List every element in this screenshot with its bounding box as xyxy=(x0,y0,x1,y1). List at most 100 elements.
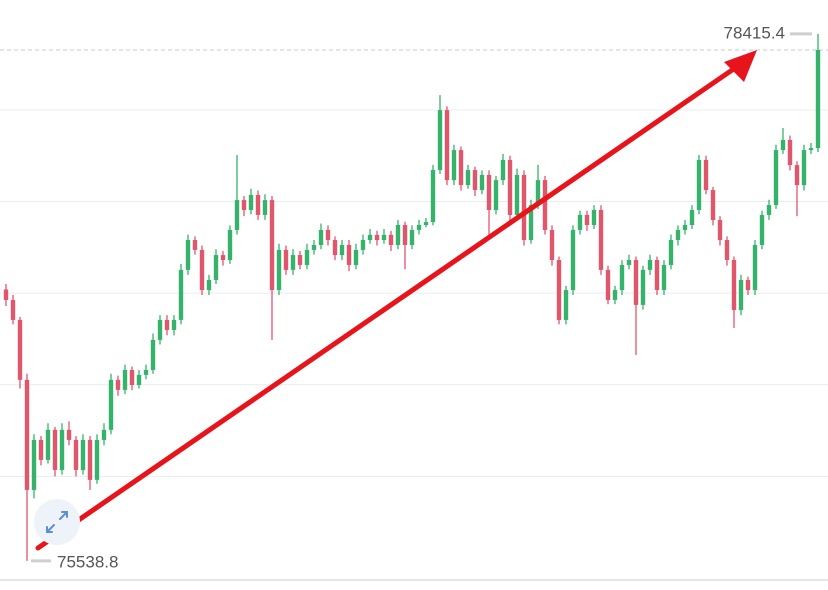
candle-body xyxy=(199,249,205,291)
candle-body xyxy=(738,279,744,311)
candle-body xyxy=(605,269,611,300)
candle-body xyxy=(129,369,135,385)
candle-body xyxy=(136,374,142,385)
candle-body xyxy=(45,429,51,460)
low-label: 75538.8 xyxy=(57,552,118,571)
candle-body xyxy=(542,180,548,230)
candle-body xyxy=(192,240,198,250)
candle-body xyxy=(297,255,303,265)
candle-body xyxy=(724,240,730,261)
candle-body xyxy=(171,319,177,330)
candle-body xyxy=(570,229,576,291)
candle-body xyxy=(451,150,457,181)
candle-body xyxy=(318,229,324,245)
candle-body xyxy=(143,369,149,375)
high-label: 78415.4 xyxy=(724,23,785,42)
candle-body xyxy=(108,379,114,430)
candle-body xyxy=(654,260,660,291)
candle-body xyxy=(346,244,352,265)
candle-body xyxy=(801,150,807,186)
candle-body xyxy=(262,200,268,215)
candle-body xyxy=(759,214,765,245)
candle-body xyxy=(115,379,121,390)
candle-body xyxy=(584,214,590,226)
candle-body xyxy=(374,234,380,241)
candle-body xyxy=(703,159,709,191)
candle-body xyxy=(66,429,72,440)
arrow-head xyxy=(724,50,757,82)
candle-body xyxy=(465,170,471,186)
candle-body xyxy=(430,170,436,223)
candle-body xyxy=(528,205,534,241)
candle-body xyxy=(31,439,37,490)
candle-body xyxy=(52,429,58,470)
candle-body xyxy=(73,439,79,470)
candle-body xyxy=(178,269,184,320)
candle-body xyxy=(325,229,331,241)
expand-icon[interactable] xyxy=(46,511,68,533)
candle-body xyxy=(185,240,191,270)
arrow-shaft xyxy=(35,65,738,551)
plot: 78415.4 75538.8 xyxy=(0,23,828,571)
candle-body xyxy=(381,234,387,241)
candle-body xyxy=(304,249,310,265)
candle-body xyxy=(815,50,821,149)
candle-body xyxy=(353,249,359,265)
candle-body xyxy=(283,249,289,270)
candle-body xyxy=(745,279,751,291)
candle-body xyxy=(766,205,772,215)
candle-body xyxy=(332,240,338,256)
candle-body xyxy=(808,148,814,151)
candle-body xyxy=(521,174,527,241)
candle-body xyxy=(269,200,275,291)
candle-body xyxy=(248,194,254,210)
candle-body xyxy=(150,339,156,370)
candle-body xyxy=(591,209,597,226)
expand-button-bg[interactable] xyxy=(34,499,80,545)
candle-body xyxy=(612,290,618,300)
candle-body xyxy=(731,260,737,311)
candle-body xyxy=(507,159,513,215)
candle-body xyxy=(493,180,499,210)
candle-body xyxy=(241,200,247,210)
candle-body xyxy=(255,194,261,215)
candle-body xyxy=(633,260,639,305)
candle-body xyxy=(514,174,520,215)
candle-body xyxy=(94,439,100,480)
candle-body xyxy=(388,234,394,245)
candle-body xyxy=(444,110,450,181)
candle-body xyxy=(556,260,562,320)
candle-body xyxy=(752,244,758,291)
candle-body xyxy=(164,319,170,330)
candle-body xyxy=(234,200,240,230)
candle-body xyxy=(423,222,429,226)
candle-body xyxy=(549,229,555,261)
candle-body xyxy=(339,244,345,256)
candle-body xyxy=(780,139,786,151)
candle-body xyxy=(640,269,646,305)
candle-body xyxy=(409,229,415,245)
candle-body xyxy=(661,264,667,291)
candle-body xyxy=(479,174,485,191)
candle-body xyxy=(619,264,625,291)
candle-body xyxy=(472,170,478,191)
candle-body xyxy=(696,159,702,210)
candle-body xyxy=(486,174,492,210)
candle-body xyxy=(206,279,212,291)
candle-body xyxy=(290,255,296,270)
candle-body xyxy=(38,439,44,460)
candle-body xyxy=(626,260,632,265)
candle-body xyxy=(101,429,107,440)
candle-body xyxy=(17,319,23,380)
candle-body xyxy=(717,220,723,241)
candle-body xyxy=(710,190,716,221)
candle-body xyxy=(535,180,541,206)
candle-body xyxy=(563,290,569,320)
expand-button[interactable] xyxy=(34,499,80,545)
candle-body xyxy=(59,429,65,470)
candle-body xyxy=(689,209,695,226)
candle-body xyxy=(10,299,16,320)
candle-body xyxy=(360,240,366,250)
candle-body xyxy=(80,439,86,470)
